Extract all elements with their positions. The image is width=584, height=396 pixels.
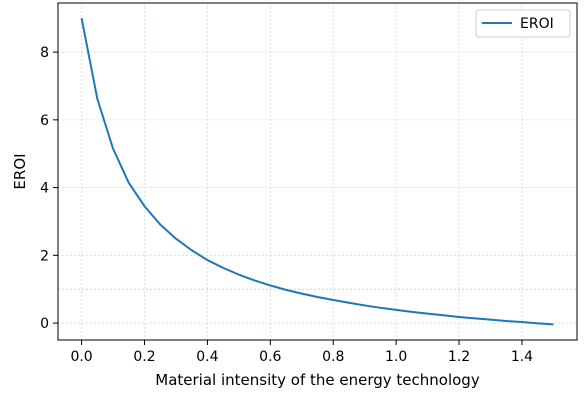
x-axis-label: Material intensity of the energy technol… [155, 371, 480, 389]
y-axis-ticks: 0 2 4 6 8 [40, 45, 58, 332]
legend: EROI [475, 9, 571, 38]
legend-box [475, 9, 571, 38]
y-tick-label: 2 [40, 248, 49, 264]
y-tick-label: 0 [40, 316, 49, 332]
x-tick-label: 0.4 [196, 349, 218, 365]
x-tick-label: 0.6 [259, 349, 281, 365]
y-tick-label: 6 [40, 113, 49, 129]
y-axis-label: EROI [11, 153, 29, 189]
grid-lines [58, 3, 577, 340]
x-tick-label: 0.8 [322, 349, 344, 365]
x-tick-label: 0.2 [133, 349, 155, 365]
series-line-eroi [80, 18, 554, 326]
x-tick-label: 1.2 [448, 349, 470, 365]
x-tick-label: 1.4 [511, 349, 533, 365]
legend-label-eroi: EROI [520, 16, 554, 32]
plot-frame [57, 2, 578, 341]
series-layer [80, 18, 554, 326]
y-tick-label: 8 [40, 45, 49, 61]
x-axis-ticks: 0.0 0.2 0.4 0.6 0.8 1.0 1.2 1.4 [70, 340, 533, 365]
x-tick-label: 1.0 [385, 349, 407, 365]
x-tick-label: 0.0 [70, 349, 92, 365]
y-tick-label: 4 [40, 181, 49, 197]
